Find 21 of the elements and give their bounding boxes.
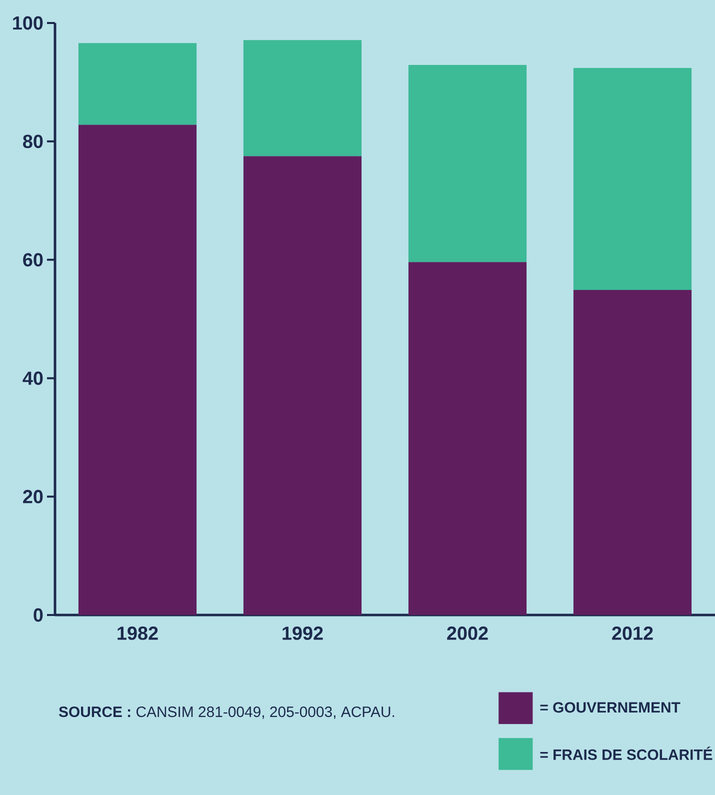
bar bbox=[78, 43, 197, 125]
bar bbox=[243, 40, 362, 156]
bar bbox=[78, 124, 197, 616]
x-tick-label: 1992 bbox=[282, 626, 323, 640]
bar bbox=[243, 156, 362, 616]
y-tick-label: 60 bbox=[23, 253, 43, 266]
x-tick-label: 2012 bbox=[612, 626, 653, 640]
bar bbox=[408, 64, 527, 262]
legend-label: = FRAIS DE SCOLARITÉ bbox=[540, 746, 712, 760]
bar bbox=[573, 290, 692, 616]
bar bbox=[408, 262, 527, 616]
y-tick-label: 100 bbox=[13, 16, 43, 30]
text: SOURCE : CANSIM 281-0049, 205-0003, ACPAU. bbox=[58, 706, 394, 719]
y-tick-label: 80 bbox=[23, 134, 43, 148]
y-tick-label: 20 bbox=[23, 490, 43, 504]
legend-label: = GOUVERNEMENT bbox=[540, 702, 680, 713]
y-tick-label: 40 bbox=[22, 371, 43, 385]
x-tick-label: 1982 bbox=[118, 626, 158, 640]
bar bbox=[573, 68, 692, 290]
x-tick-label: 2002 bbox=[447, 626, 488, 640]
y-tick-label: 0 bbox=[34, 608, 43, 622]
